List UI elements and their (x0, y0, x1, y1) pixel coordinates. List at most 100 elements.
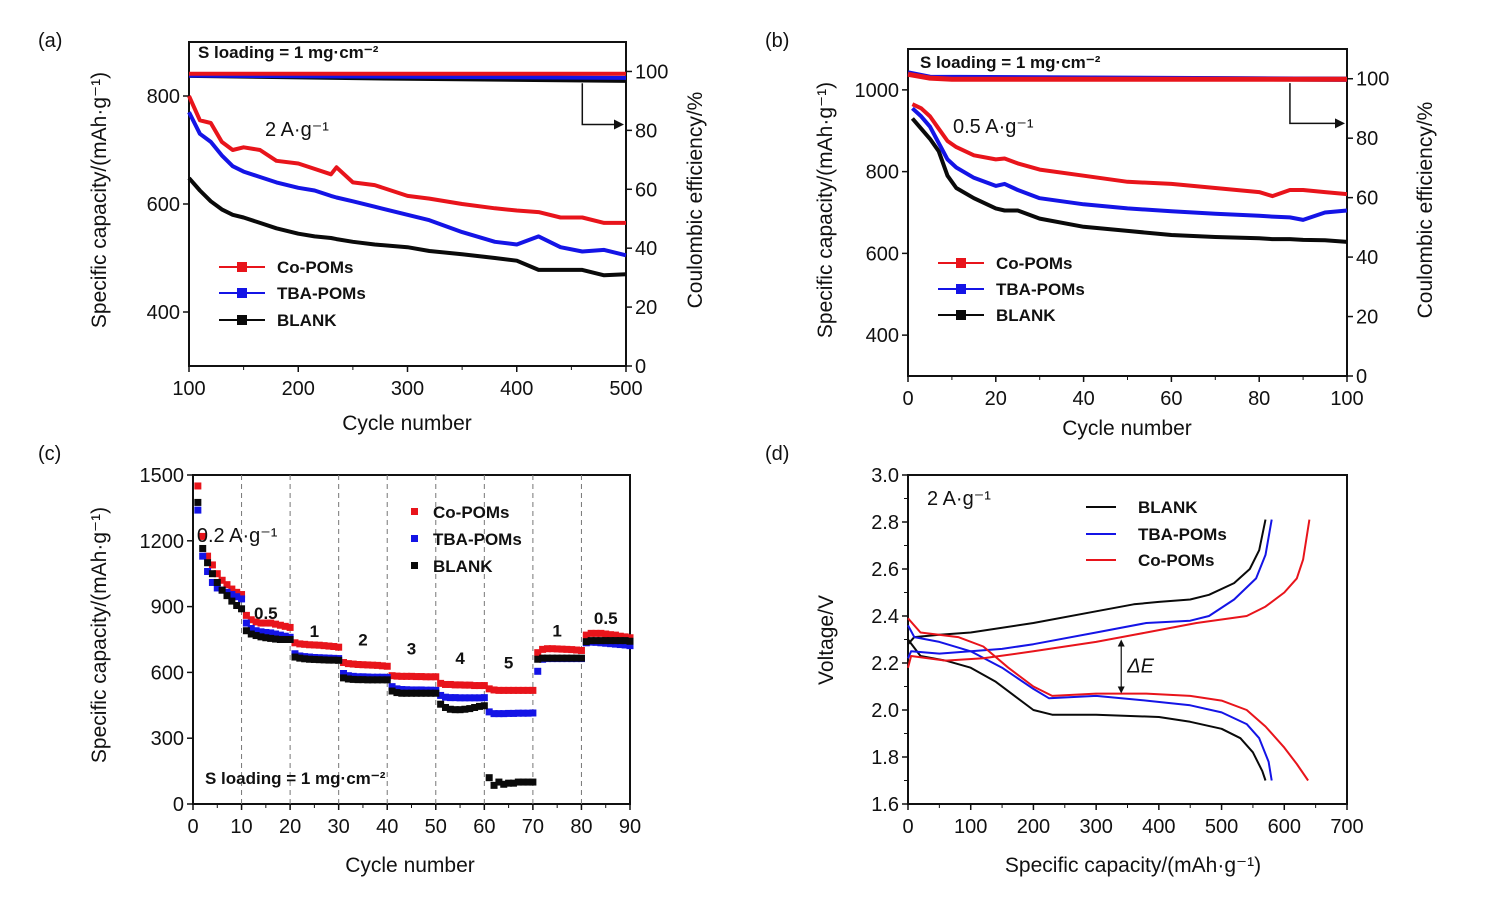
panel-d-legend-label: BLANK (1138, 498, 1198, 517)
panel-a-y2tick-label: 100 (635, 61, 668, 83)
panel-c-rate-label: 0.5 (254, 604, 278, 623)
panel-c-point-co-poms (369, 661, 377, 669)
panel-d-xtick-label: 600 (1268, 816, 1301, 838)
panel-d-delta-e-label: ΔE (1126, 656, 1154, 678)
panel-c-point-tba-poms (204, 568, 212, 576)
panel-c-point-blank (505, 779, 513, 787)
panel-b-xtick-label: 100 (1330, 388, 1363, 410)
panel-a-y2tick-label: 20 (635, 297, 657, 319)
panel-b-ytick-label: 1000 (855, 80, 900, 102)
panel-c-point-co-poms (388, 672, 396, 680)
panel-c-point-tba-poms (388, 683, 396, 691)
panel-b: (b) 0 20 40 60 80 100 400 600 800 1000 0 20 40 60 80 10… (765, 30, 1437, 440)
panel-c-point-co-poms (539, 645, 547, 653)
panel-c-point-blank (247, 630, 255, 638)
panel-c-point-co-poms (354, 661, 362, 669)
panel-c-point-blank (330, 656, 338, 664)
panel-c-point-blank (204, 559, 212, 567)
panel-c-point-co-poms (218, 576, 226, 584)
panel-c-point-co-poms (437, 679, 445, 687)
panel-c-rate-label: 5 (504, 654, 513, 673)
panel-b-ytick-label: 600 (866, 243, 899, 265)
panel-c-point-tba-poms (471, 694, 479, 702)
panel-c-point-blank (281, 636, 289, 643)
panel-c-point-co-poms (252, 618, 260, 626)
panel-c-point-blank (286, 636, 294, 643)
panel-c-point-co-poms (427, 673, 435, 681)
panel-c-point-co-poms (257, 619, 265, 627)
panel-c-point-co-poms (281, 622, 289, 630)
panel-c-point-co-poms (534, 649, 542, 657)
panel-a-y2tick-label: 40 (635, 238, 657, 260)
panel-b-series-tba-poms (911, 106, 1348, 222)
panel-c-point-tba-poms (616, 641, 624, 649)
panel-c-xtick-label: 10 (230, 816, 252, 838)
panel-a-legend-marker (237, 288, 247, 298)
panel-a-arrow-head (614, 119, 624, 130)
panel-b-y2tick-label: 20 (1356, 307, 1378, 329)
panel-d-ytick-label: 1.8 (871, 747, 899, 769)
panel-c-point-co-poms (228, 585, 236, 593)
panel-d-legend-label: Co-POMs (1138, 551, 1215, 570)
panel-c-point-co-poms (621, 633, 629, 641)
panel-c-point-co-poms (602, 630, 610, 638)
panel-c-point-blank (242, 627, 250, 635)
panel-c-point-blank (553, 654, 561, 662)
panel-c-point-co-poms (514, 686, 522, 694)
panel-c-point-co-poms (286, 623, 294, 631)
panel-c-ytick-label: 1200 (140, 531, 185, 553)
panel-a-legend-label: BLANK (277, 311, 337, 330)
panel-b-sloading-annotation: S loading = 1 mg·cm⁻² (920, 53, 1101, 72)
panel-b-xtick-label: 40 (1072, 388, 1094, 410)
panel-a-label: (a) (38, 30, 62, 52)
panel-c-xtick-label: 50 (425, 816, 447, 838)
panel-b-y2label: Coulombic efficiency/% (1414, 102, 1437, 319)
panel-a-rate-annotation: 2 A·g⁻¹ (265, 119, 329, 141)
panel-c-point-co-poms (233, 588, 241, 596)
panel-c-xtick-label: 0 (187, 816, 198, 838)
panel-c-point-tba-poms (514, 709, 522, 717)
panel-b-y2tick-label: 80 (1356, 128, 1378, 150)
panel-a-legend-marker (237, 262, 247, 272)
panel-c-xtick-label: 70 (522, 816, 544, 838)
panel-c-point-blank (558, 654, 566, 662)
panel-c-point-tba-poms (519, 709, 527, 717)
panel-d-charge-tba-poms (907, 519, 1273, 659)
panel-c-point-blank (252, 632, 260, 640)
panel-c-point-blank (412, 689, 420, 697)
panel-c-point-co-poms (408, 672, 415, 680)
panel-a-y2label: Coulombic efficiency/% (684, 92, 707, 309)
panel-c-point-blank (272, 635, 280, 643)
panel-c-point-blank (466, 705, 474, 713)
panel-c-point-blank (383, 676, 391, 684)
panel-c-point-tba-poms (437, 691, 445, 699)
panel-b-xlabel: Cycle number (1062, 417, 1192, 440)
panel-c-point-tba-poms (456, 694, 464, 702)
panel-c-point-blank (223, 592, 231, 600)
panel-c-point-co-poms (335, 643, 343, 651)
panel-c-point-blank (208, 570, 216, 578)
panel-d: (d) 0 100 200 300 400 500 600 700 1.6 1.8 2.0 2.2 2.… (765, 443, 1364, 877)
panel-a-xtick-label: 100 (172, 378, 205, 400)
panel-c-point-blank (398, 689, 406, 697)
panel-c-xtick-label: 30 (328, 816, 350, 838)
panel-c-point-blank (199, 544, 207, 552)
panel-c-point-blank (602, 637, 610, 645)
panel-c-label: (c) (38, 443, 61, 465)
panel-c-point-co-poms (451, 681, 459, 689)
panel-b-efficiency-co-poms (907, 71, 1347, 82)
panel-c-point-co-poms (272, 620, 280, 628)
panel-c-point-co-poms (466, 681, 474, 689)
panel-c-rate-label: 0.2 A·g⁻¹ (197, 525, 278, 547)
panel-c-point-blank (495, 778, 503, 786)
panel-c-point-co-poms (276, 621, 284, 629)
panel-d-xtick-label: 400 (1142, 816, 1175, 838)
panel-c-point-co-poms (475, 682, 483, 690)
panel-c-point-blank (519, 778, 527, 786)
panel-c-point-blank (340, 674, 348, 682)
panel-c-point-co-poms (267, 619, 275, 627)
panel-c-point-blank (301, 655, 309, 663)
panel-c-point-tba-poms (461, 694, 469, 702)
panel-c-point-blank (446, 705, 454, 713)
panel-c-point-tba-poms (267, 629, 275, 637)
